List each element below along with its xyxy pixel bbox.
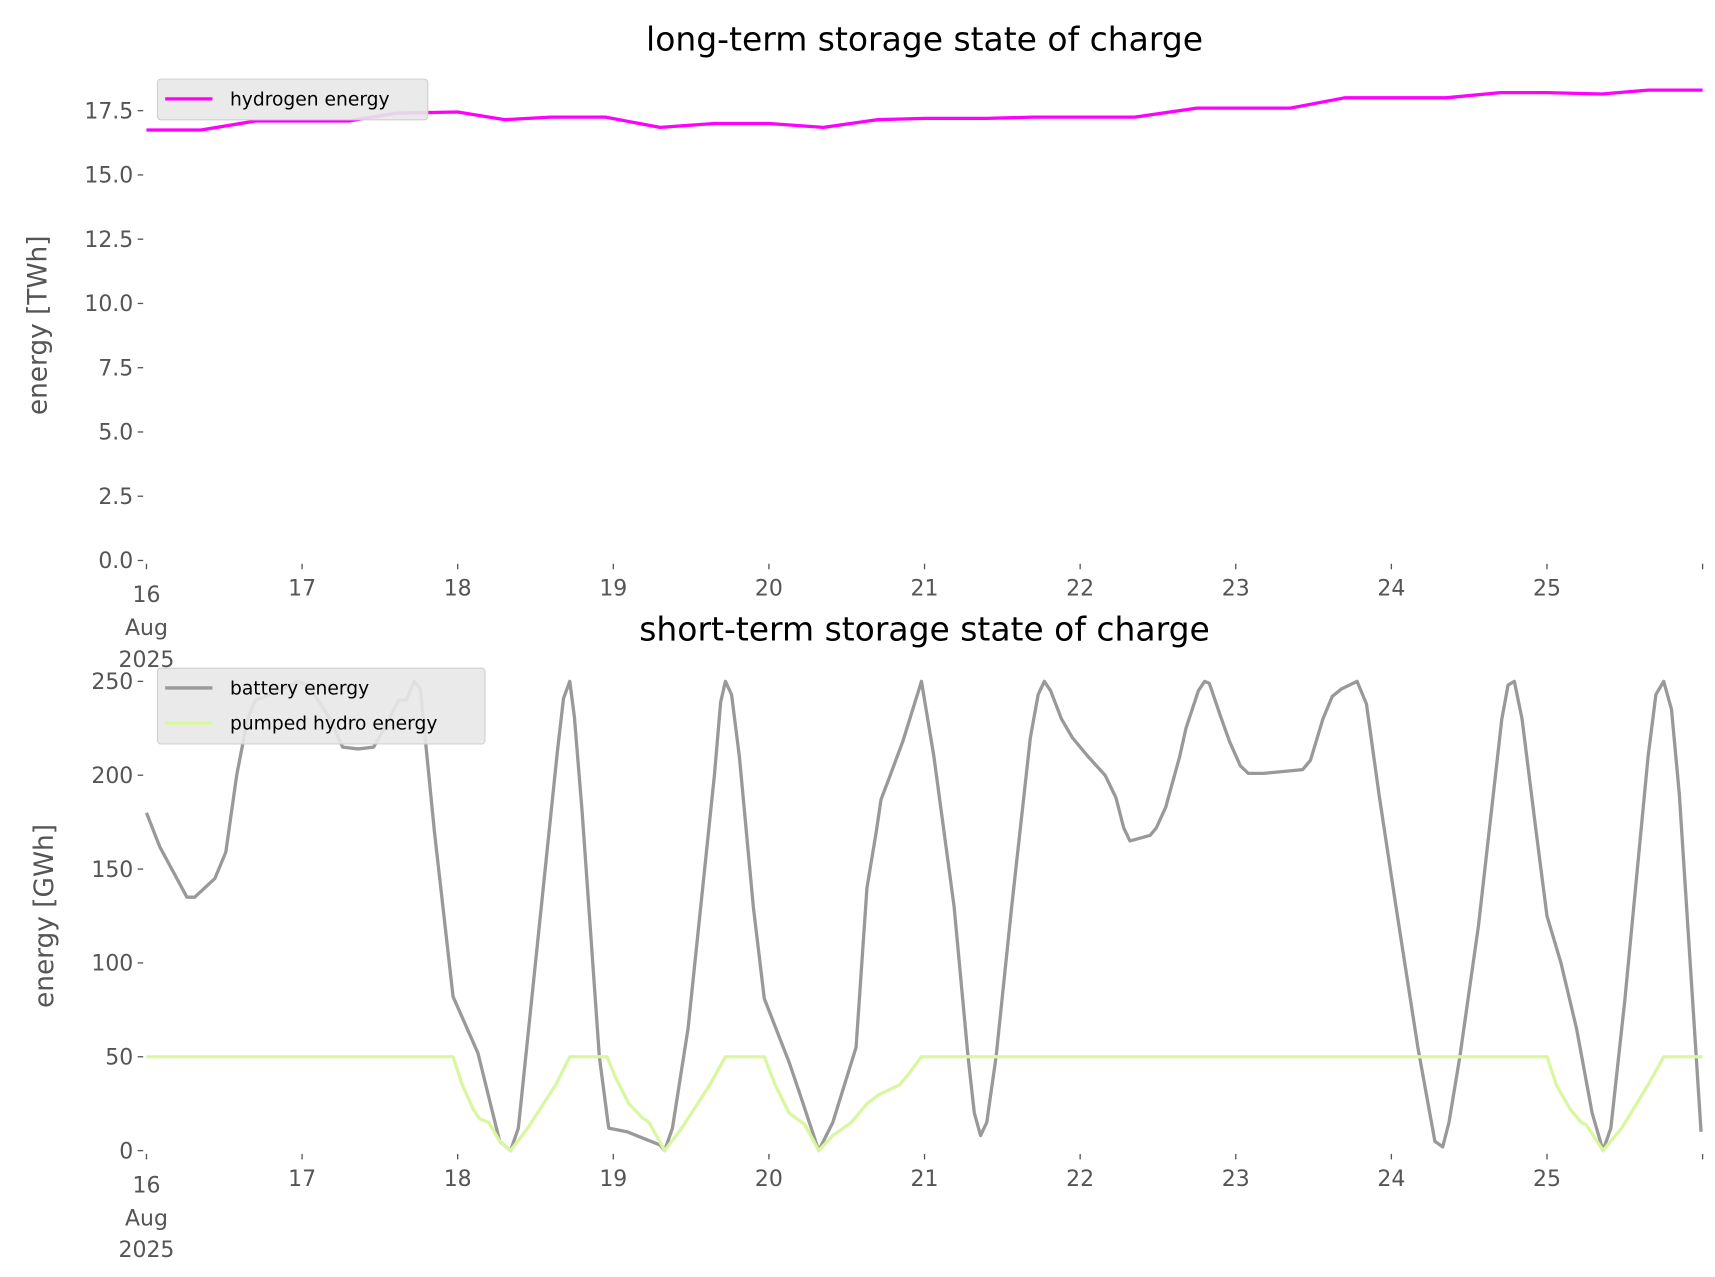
y-tick-label: 0 xyxy=(119,1139,133,1164)
x-tick-label: 21 xyxy=(911,1167,939,1192)
y-tick-label: 10.0 xyxy=(84,292,133,317)
y-tick-label: 0.0 xyxy=(98,549,133,574)
x-tick-label: 20 xyxy=(755,1167,783,1192)
legend: battery energy pumped hydro energy xyxy=(156,667,486,745)
legend-label: pumped hydro energy xyxy=(230,714,437,735)
x-tick-label: 21 xyxy=(911,577,939,602)
x-tick-label: 22 xyxy=(1066,577,1094,602)
x-tick-sublabel: Aug xyxy=(125,616,168,641)
x-tick-label: 23 xyxy=(1222,577,1250,602)
x-tick-label: 24 xyxy=(1377,1167,1405,1192)
x-tick-sublabel: 2025 xyxy=(119,1238,175,1263)
x-tick-label: 16 xyxy=(132,583,160,608)
legend-label: battery energy xyxy=(230,679,369,700)
y-tick-label: 100 xyxy=(91,952,133,977)
y-tick-label: 50 xyxy=(105,1045,133,1070)
x-tick-label: 17 xyxy=(288,1167,316,1192)
x-tick-sublabel: Aug xyxy=(125,1206,168,1231)
y-tick-label: 7.5 xyxy=(98,356,133,381)
y-tick-label: 12.5 xyxy=(84,228,133,253)
y-tick-label: 17.5 xyxy=(84,99,133,124)
x-tick-label: 25 xyxy=(1533,577,1561,602)
series-line-pumped-hydro-energy xyxy=(146,1055,1703,1153)
y-axis-label: energy [GWh] xyxy=(30,824,60,1008)
x-tick-label: 20 xyxy=(755,577,783,602)
y-tick-label: 15.0 xyxy=(84,164,133,189)
x-tick-label: 19 xyxy=(599,577,627,602)
y-tick-label: 2.5 xyxy=(98,485,133,510)
y-tick-label: 5.0 xyxy=(98,421,133,446)
chart-title: short-term storage state of charge xyxy=(639,610,1210,649)
x-tick-label: 18 xyxy=(444,577,472,602)
legend-box xyxy=(156,78,429,121)
subplot-1: long-term storage state of charge energy … xyxy=(23,20,1704,673)
y-tick-label: 150 xyxy=(91,858,133,883)
x-tick-label: 25 xyxy=(1533,1167,1561,1192)
legend: hydrogen energy xyxy=(156,78,429,121)
x-tick-label: 23 xyxy=(1222,1167,1250,1192)
x-tick-label: 17 xyxy=(288,577,316,602)
y-tick-label: 200 xyxy=(91,764,133,789)
legend-label: hydrogen energy xyxy=(230,90,390,111)
subplot-2: short-term storage state of charge energy… xyxy=(30,610,1704,1263)
series-line-battery-energy xyxy=(144,679,1703,1153)
x-tick-label: 22 xyxy=(1066,1167,1094,1192)
x-tick-label: 24 xyxy=(1377,577,1405,602)
x-tick-label: 18 xyxy=(444,1167,472,1192)
legend-box xyxy=(156,667,486,745)
x-tick-label: 16 xyxy=(132,1173,160,1198)
y-axis-label: energy [TWh] xyxy=(23,235,53,415)
y-tick-label: 250 xyxy=(91,670,133,695)
x-tick-label: 19 xyxy=(599,1167,627,1192)
chart-title: long-term storage state of charge xyxy=(646,20,1203,59)
